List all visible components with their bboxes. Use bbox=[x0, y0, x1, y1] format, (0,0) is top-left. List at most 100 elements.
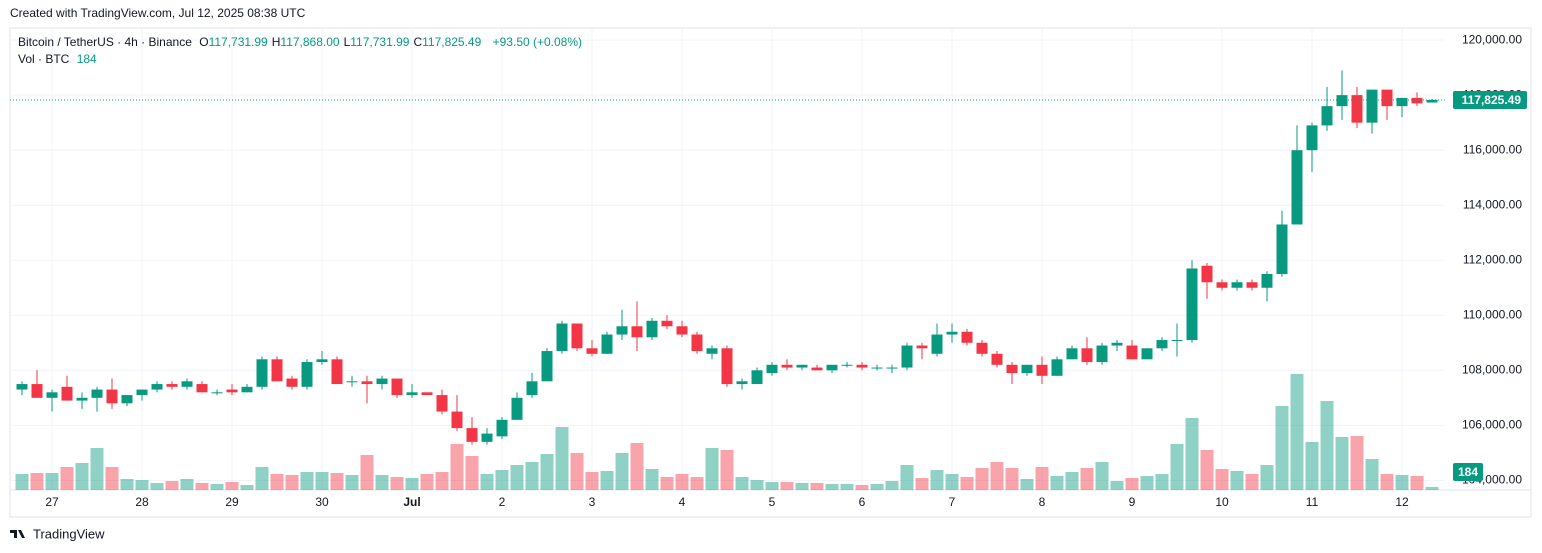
volume-bar bbox=[1035, 467, 1049, 490]
time-tick-label: 10 bbox=[1215, 495, 1229, 509]
volume-bar bbox=[345, 475, 359, 490]
candle-body bbox=[136, 389, 148, 396]
volume-bar bbox=[1245, 474, 1259, 490]
candle-body bbox=[421, 392, 433, 396]
candle-body bbox=[1036, 364, 1048, 376]
candle-body bbox=[1366, 89, 1378, 123]
volume-bar bbox=[570, 453, 584, 490]
candle-body bbox=[1006, 364, 1018, 374]
candle-body bbox=[361, 381, 373, 385]
volume-bar bbox=[915, 478, 929, 490]
volume-bar bbox=[705, 448, 719, 490]
candle-body bbox=[826, 364, 838, 371]
candle-body bbox=[376, 378, 388, 385]
candle-body bbox=[436, 395, 448, 412]
candle-body bbox=[841, 364, 853, 366]
volume-bar bbox=[120, 479, 134, 490]
candle-body bbox=[1411, 97, 1423, 104]
volume-bar bbox=[555, 427, 569, 490]
volume-bar bbox=[150, 483, 164, 490]
candle-body bbox=[511, 397, 523, 420]
candle-body bbox=[796, 364, 808, 368]
volume-bar bbox=[990, 462, 1004, 490]
candle-body bbox=[1276, 224, 1288, 274]
volume-bar bbox=[180, 479, 194, 490]
candle-body bbox=[256, 359, 268, 387]
candle-body bbox=[1126, 345, 1138, 360]
ohlc-key: H bbox=[271, 35, 281, 49]
volume-bar bbox=[1335, 437, 1349, 490]
volume-bar bbox=[900, 465, 914, 490]
volume-bar bbox=[1380, 474, 1394, 490]
volume-bar bbox=[675, 474, 689, 490]
volume-bar bbox=[885, 481, 899, 490]
time-tick-label: 6 bbox=[859, 495, 866, 509]
volume-bar bbox=[1110, 481, 1124, 490]
candle-body bbox=[1351, 95, 1363, 123]
volume-bar bbox=[1200, 450, 1214, 490]
time-tick-label: 28 bbox=[135, 495, 149, 509]
candle-body bbox=[901, 345, 913, 368]
volume-bar bbox=[1275, 406, 1289, 490]
candle-body bbox=[466, 428, 478, 442]
candle-body bbox=[166, 384, 178, 387]
volume-bar bbox=[90, 448, 104, 490]
time-tick-label: 9 bbox=[1129, 495, 1136, 509]
volume-bar bbox=[720, 450, 734, 490]
price-tick-label: 114,000.00 bbox=[1463, 197, 1522, 211]
candle-body bbox=[301, 362, 313, 387]
candle-body bbox=[1396, 97, 1408, 107]
volume-bar bbox=[735, 477, 749, 490]
candle-body bbox=[1186, 268, 1198, 341]
volume-bar bbox=[1170, 444, 1184, 490]
volume-legend: Vol · BTC 184 bbox=[18, 52, 101, 66]
volume-bar bbox=[645, 469, 659, 490]
volume-bar bbox=[270, 474, 284, 490]
volume-bar bbox=[600, 471, 614, 490]
volume-bar bbox=[360, 455, 374, 490]
last-price-label: 117,825.49 bbox=[1462, 93, 1522, 107]
candle-body bbox=[1096, 345, 1108, 363]
volume-bar bbox=[165, 481, 179, 490]
candle-body bbox=[601, 334, 613, 354]
price-tick-label: 108,000.00 bbox=[1462, 362, 1522, 376]
candle-body bbox=[31, 384, 43, 398]
candle-body bbox=[1246, 282, 1258, 288]
chart-frame bbox=[9, 27, 1532, 518]
volume-bar bbox=[1290, 374, 1304, 490]
candle-body bbox=[976, 342, 988, 354]
ohlc-value: 117,868.00 bbox=[280, 35, 340, 49]
volume-bar bbox=[1020, 479, 1034, 490]
volume-bar bbox=[450, 444, 464, 490]
volume-bar bbox=[225, 482, 239, 490]
legend-row: Bitcoin / TetherUS · 4h · Binance O117,7… bbox=[18, 35, 586, 49]
volume-bar bbox=[1065, 472, 1079, 490]
candle-body bbox=[961, 331, 973, 343]
time-tick-label: Jul bbox=[403, 495, 420, 509]
candle-body bbox=[46, 392, 58, 398]
grid bbox=[10, 28, 1445, 490]
candle-body bbox=[1306, 125, 1318, 151]
volume-bar bbox=[525, 462, 539, 490]
symbol: Bitcoin / TetherUS · 4h · Binance bbox=[18, 35, 192, 49]
ohlc-key: O bbox=[199, 35, 209, 49]
time-tick-label: 3 bbox=[589, 495, 596, 509]
candle-body bbox=[751, 370, 763, 385]
volume-bar bbox=[825, 484, 839, 490]
candle-body bbox=[631, 326, 643, 338]
candle-body bbox=[406, 392, 418, 396]
candle-body bbox=[856, 364, 868, 368]
volume-bar bbox=[540, 454, 554, 490]
volume-bar bbox=[375, 475, 389, 490]
candle-body bbox=[571, 323, 583, 349]
candle-body bbox=[451, 411, 463, 429]
volume-bar bbox=[435, 472, 449, 490]
volume-bar bbox=[60, 467, 74, 490]
volume-bar bbox=[330, 473, 344, 490]
candle-body bbox=[271, 359, 283, 382]
price-tick-label: 106,000.00 bbox=[1462, 418, 1522, 432]
price-tick-label: 112,000.00 bbox=[1463, 252, 1522, 266]
candle-body bbox=[931, 334, 943, 354]
